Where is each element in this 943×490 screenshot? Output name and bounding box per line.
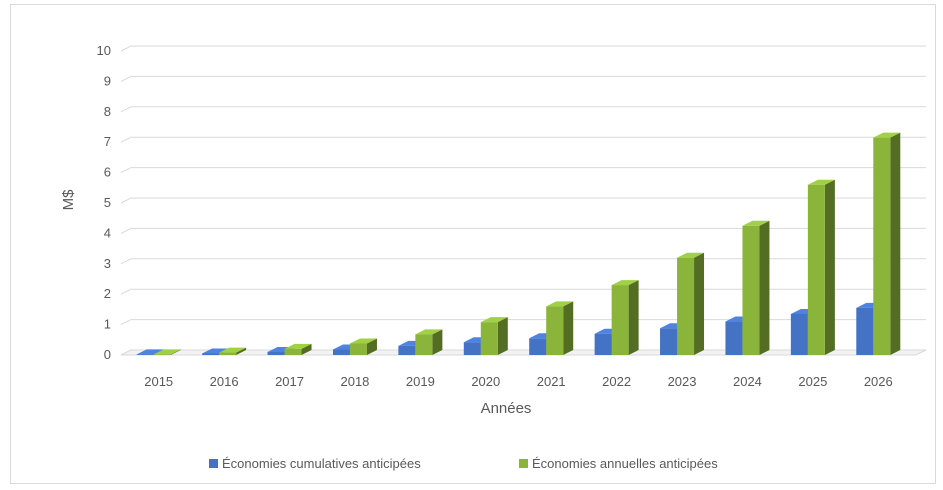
gridline-side: [120, 319, 132, 326]
x-tick-label: 2024: [733, 374, 762, 389]
bar-annual-2020: [480, 317, 508, 355]
chart-floor: [120, 349, 927, 356]
legend-label: Économies cumulatives anticipées: [222, 456, 421, 471]
gridlines: [120, 45, 927, 356]
legend-swatch: [209, 459, 218, 468]
bar-annual-2015: [153, 349, 181, 355]
x-axis-title: Années: [481, 400, 532, 417]
bar-chart: 0 1 2 3 4 5 6 7 8 9 10 2015 2016 2017 2018 2019 2020 202…: [60, 43, 927, 471]
gridline-side: [120, 227, 132, 234]
bar-annual-2019: [415, 329, 443, 355]
y-tick-label: 9: [104, 73, 111, 88]
y-tick-label: 4: [104, 225, 111, 240]
gridline-side: [120, 197, 132, 204]
bar-annual-2021: [546, 301, 574, 355]
legend-label: Économies annuelles anticipées: [532, 456, 718, 471]
bar-annual-2018: [349, 338, 377, 355]
bar-annual-2026: [873, 132, 901, 355]
bar-annual-2017: [284, 343, 312, 355]
x-tick-label: 2023: [668, 374, 697, 389]
x-tick-label: 2018: [340, 374, 369, 389]
y-tick-label: 6: [104, 165, 111, 180]
gridline-side: [120, 75, 132, 82]
y-axis-title: M$: [60, 189, 77, 210]
y-tick-label: 3: [104, 256, 111, 271]
x-tick-label: 2026: [864, 374, 893, 389]
y-tick-label: 7: [104, 134, 111, 149]
x-tick-label: 2025: [798, 374, 827, 389]
y-tick-label: 10: [97, 43, 111, 58]
gridline-side: [120, 106, 132, 113]
y-tick-label: 8: [104, 104, 111, 119]
gridline-side: [120, 167, 132, 174]
x-tick-label: 2015: [144, 374, 173, 389]
bars: [136, 132, 901, 355]
x-tick-label: 2017: [275, 374, 304, 389]
x-tick-label: 2020: [471, 374, 500, 389]
gridline-side: [120, 288, 132, 295]
legend-item-annual: Économies annuelles anticipées: [519, 456, 718, 471]
gridline-side: [120, 136, 132, 143]
y-tick-label: 2: [104, 286, 111, 301]
bar-annual-2016: [219, 347, 247, 355]
x-tick-label: 2019: [406, 374, 435, 389]
x-tick-label: 2022: [602, 374, 631, 389]
legend-item-cumulative: Économies cumulatives anticipées: [209, 456, 421, 471]
gridline-side: [120, 45, 132, 52]
bar-annual-2023: [677, 252, 705, 355]
bar-annual-2022: [611, 280, 639, 355]
y-tick-label: 5: [104, 195, 111, 210]
x-tick-label: 2021: [537, 374, 566, 389]
y-axis-ticks: 0 1 2 3 4 5 6 7 8 9 10: [97, 43, 111, 362]
y-tick-label: 0: [104, 347, 111, 362]
y-tick-label: 1: [104, 317, 111, 332]
x-tick-label: 2016: [210, 374, 239, 389]
legend: Économies cumulatives anticipées Économie…: [209, 456, 718, 471]
x-axis-ticks: 2015 2016 2017 2018 2019 2020 2021 2022 2023 2024…: [144, 374, 893, 389]
chart-frame: 0 1 2 3 4 5 6 7 8 9 10 2015 2016 2017 2018 2019 2020 202…: [10, 4, 936, 484]
gridline-side: [120, 258, 132, 265]
bar-annual-2025: [807, 179, 835, 355]
bar-annual-2024: [742, 220, 770, 355]
legend-swatch: [519, 459, 528, 468]
